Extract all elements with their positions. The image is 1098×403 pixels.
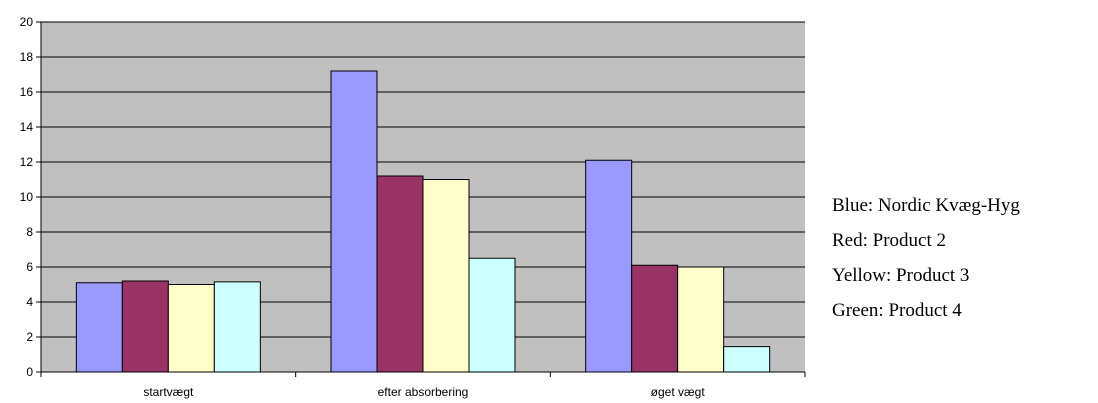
legend-item-blue: Blue: Nordic Kvæg-Hyg <box>832 195 1020 216</box>
bar-chart: 0 2 4 6 8 10 12 14 16 18 20 startvægt efter absorbe… <box>20 15 806 399</box>
bar <box>723 346 771 373</box>
category-label: efter absorbering <box>378 385 469 399</box>
y-tick-label: 8 <box>26 225 33 239</box>
legend-item-yellow: Yellow: Product 3 <box>832 265 970 286</box>
category-label: øget vægt <box>651 385 706 399</box>
y-tick-label: 0 <box>26 365 33 379</box>
legend-item-green: Green: Product 4 <box>832 300 962 321</box>
y-tick-label: 2 <box>26 330 33 344</box>
bar <box>330 70 378 373</box>
bar <box>213 281 261 373</box>
axes <box>36 21 806 377</box>
y-tick-label: 12 <box>20 155 34 169</box>
y-tick-label: 14 <box>20 120 34 134</box>
y-tick-label: 10 <box>20 190 34 204</box>
y-tick-label: 18 <box>20 50 34 64</box>
bar <box>585 159 633 373</box>
legend: Blue: Nordic Kvæg-Hyg Red: Product 2 Yel… <box>832 188 1020 328</box>
y-tick-label: 6 <box>26 260 33 274</box>
y-tick-label: 20 <box>20 15 34 29</box>
bar <box>376 175 424 373</box>
y-tick-labels: 0 2 4 6 8 10 12 14 16 18 20 <box>20 15 34 379</box>
legend-item-red: Red: Product 2 <box>832 230 946 251</box>
bar <box>422 179 470 373</box>
category-labels: startvægt efter absorbering øget vægt <box>143 385 705 399</box>
bar <box>631 264 679 373</box>
bar <box>75 282 123 373</box>
bars <box>75 70 771 373</box>
bar <box>121 280 169 373</box>
y-tick-label: 16 <box>20 85 34 99</box>
category-label: startvægt <box>143 385 194 399</box>
bar <box>677 266 725 373</box>
y-tick-label: 4 <box>26 295 33 309</box>
bar <box>468 257 516 373</box>
bar <box>167 284 215 373</box>
